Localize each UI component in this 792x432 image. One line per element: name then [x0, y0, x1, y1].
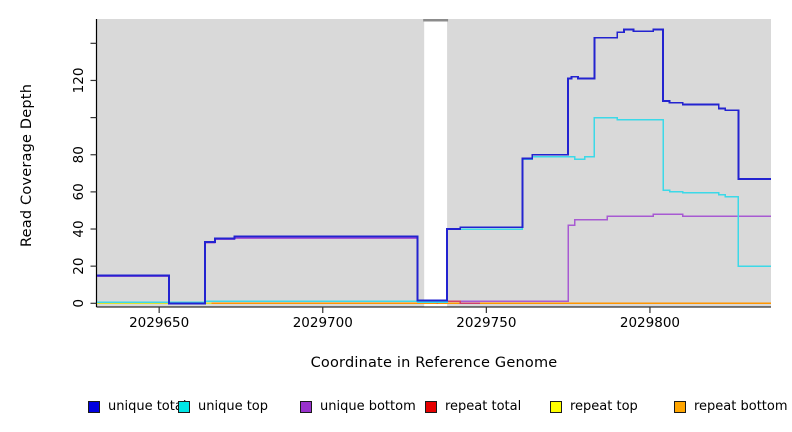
legend-item-unique-bottom: unique bottom: [300, 398, 416, 416]
coverage-gap-band: [424, 19, 448, 307]
series-unique-total: [97, 28, 771, 305]
y-tick-label: 60: [71, 183, 87, 200]
y-tick-label: 20: [71, 258, 87, 275]
legend-label: repeat top: [570, 399, 638, 414]
legend-swatch: [178, 401, 190, 413]
legend-swatch: [425, 401, 437, 413]
y-tick-label: 120: [71, 68, 87, 94]
legend-label: unique bottom: [320, 399, 416, 414]
legend-swatch: [674, 401, 686, 413]
legend-label: repeat total: [445, 399, 522, 414]
legend-item-unique-top: unique top: [178, 398, 268, 416]
legend: unique total unique top unique bottom repea…: [0, 398, 792, 418]
x-axis-title: Coordinate in Reference Genome: [310, 355, 558, 371]
y-tick-label: 40: [71, 220, 87, 237]
legend-swatch: [88, 401, 100, 413]
x-tick-label: 2029800: [620, 315, 680, 331]
legend-label: repeat bottom: [694, 399, 788, 414]
legend-swatch: [550, 401, 562, 413]
legend-swatch: [300, 401, 312, 413]
legend-item-repeat-bottom: repeat bottom: [674, 398, 788, 416]
x-tick-label: 2029700: [293, 315, 353, 331]
y-tick-label: 80: [71, 146, 87, 163]
legend-item-repeat-top: repeat top: [550, 398, 638, 416]
x-tick-label: 2029750: [456, 315, 516, 331]
y-tick-label: 0: [71, 299, 87, 308]
legend-label: unique total: [108, 399, 187, 414]
y-axis-title: Read Coverage Depth: [19, 83, 35, 247]
coverage-gap-cap: [423, 19, 449, 22]
legend-item-repeat-total: repeat total: [425, 398, 521, 416]
x-tick-label: 2029650: [129, 315, 189, 331]
legend-item-unique-total: unique total: [88, 398, 186, 416]
legend-label: unique top: [198, 399, 269, 414]
